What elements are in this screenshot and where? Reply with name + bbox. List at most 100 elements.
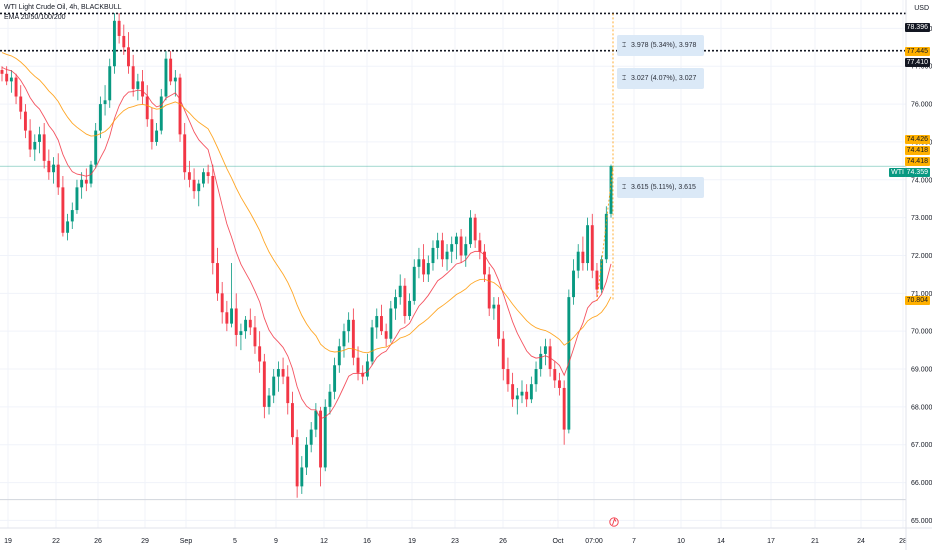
candle-body [590, 225, 594, 271]
x-tick-label: Sep [180, 538, 193, 545]
candle-body [403, 285, 407, 317]
current-price-tag: 74.359 [904, 168, 930, 177]
candle-body [464, 244, 468, 256]
candle-body [305, 444, 308, 468]
candle-body [562, 387, 566, 430]
candle-body [515, 395, 519, 400]
candle-body [239, 331, 243, 335]
ema-20-line [1, 66, 612, 420]
measure-text-2: 3.027 (4.07%), 3.027 [631, 75, 697, 82]
candle-body [525, 391, 529, 400]
candle-body [150, 119, 154, 142]
ruler-icon: ⌶ [622, 42, 627, 49]
measure-box-3[interactable]: ⌶ 3.615 (5.11%), 3.615 [617, 177, 704, 198]
x-tick-label: 16 [363, 538, 371, 545]
y-tick-label: 71.000 [911, 291, 932, 298]
symbol-tag: WTI [889, 168, 906, 177]
candle-body [192, 179, 196, 192]
candle-body [581, 251, 585, 264]
candle-body [426, 263, 430, 275]
x-tick-label: 10 [677, 538, 685, 545]
candle-body [487, 274, 491, 309]
candle-body [19, 96, 23, 112]
candle-body [398, 285, 402, 298]
x-tick-label: 9 [274, 538, 278, 545]
candle-body [75, 187, 79, 211]
candle-body [80, 179, 84, 188]
candle-body [187, 172, 191, 180]
candle-body [290, 403, 294, 438]
candle-body [178, 77, 182, 135]
measure-box-1[interactable]: ⌶ 3.978 (5.34%), 3.978 [617, 35, 705, 56]
candle-body [131, 66, 135, 89]
candle-body [431, 247, 435, 264]
candle-body [361, 372, 365, 377]
measure-box-2[interactable]: ⌶ 3.027 (4.07%), 3.027 [617, 68, 705, 89]
candle-body [408, 300, 412, 317]
x-tick-label: 14 [717, 538, 725, 545]
candle-body [258, 346, 262, 362]
ruler-icon: ⌶ [622, 184, 627, 191]
candle-body [333, 365, 337, 392]
candle-body [295, 437, 299, 487]
x-tick-label: Oct [553, 538, 564, 545]
candle-body [173, 77, 177, 82]
candle-body [267, 395, 271, 407]
candle-body [211, 176, 215, 264]
candle-body [183, 134, 187, 173]
symbol-title[interactable]: WTI Light Crude Oil, 4h, BLACKBULL [4, 4, 122, 11]
candle-body [103, 100, 107, 105]
candle-body [497, 304, 501, 339]
candle-body [323, 406, 327, 468]
indicator-title[interactable]: EMA 20/50/100/200 [4, 14, 66, 21]
x-tick-label: 5 [233, 538, 237, 545]
y-tick-label: 66.000 [911, 480, 932, 487]
candle-body [356, 357, 360, 373]
candle-body [244, 319, 248, 332]
candle-body [520, 391, 524, 396]
candle-body [272, 376, 276, 396]
x-tick-label: 28 [899, 538, 907, 545]
candle-body [206, 172, 210, 176]
candle-body [337, 346, 341, 366]
candle-body [262, 361, 266, 407]
x-tick-label: 26 [94, 538, 102, 545]
candle-body [286, 376, 290, 404]
candle-body [459, 236, 463, 256]
measure-text-3: 3.615 (5.11%), 3.615 [631, 184, 696, 191]
candle-body [94, 130, 98, 165]
horizontal-levels[interactable] [0, 12, 906, 501]
flag-mark [612, 517, 617, 526]
candle-body [230, 308, 233, 324]
candle-body [56, 164, 60, 188]
candle-body [600, 259, 604, 290]
candle-body [370, 327, 374, 362]
candle-body [558, 380, 561, 388]
candle-body [117, 20, 121, 36]
flag-circle [609, 517, 619, 527]
candle-body [539, 353, 543, 370]
x-tick-label: 26 [499, 538, 507, 545]
candle-body [253, 327, 257, 347]
candle-body [33, 141, 37, 150]
x-tick-label: 24 [857, 538, 865, 545]
candle-body [112, 20, 116, 67]
candle-body [281, 369, 285, 377]
candle-body [276, 369, 280, 377]
candle-body [248, 319, 252, 328]
price-tag-74-426: 74.426 [904, 135, 930, 144]
candle-body [342, 331, 346, 347]
candle-body [28, 130, 32, 150]
candle-body [380, 316, 383, 332]
price-tag-77-410: 77.410 [904, 58, 930, 67]
candle-body [422, 259, 426, 275]
candle-body [586, 225, 590, 264]
candle-body [145, 96, 149, 120]
y-tick-label: 72.000 [911, 253, 932, 260]
flag-icon[interactable] [609, 517, 619, 527]
candle-body [127, 47, 130, 67]
candle-body [511, 384, 515, 400]
currency-label[interactable]: USD [914, 5, 929, 12]
